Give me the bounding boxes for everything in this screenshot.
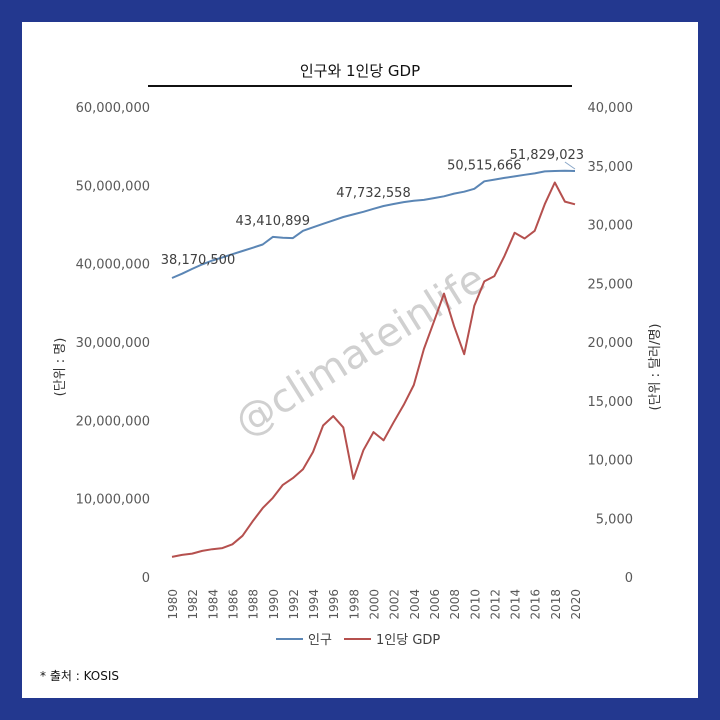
legend-population-label: 인구 [308, 633, 332, 648]
source-note: * 출처 : KOSIS [40, 669, 119, 683]
right-axis-tick-label: 30,000 [588, 219, 634, 234]
x-tick-label: 2004 [408, 589, 422, 620]
x-tick-label: 1990 [267, 589, 281, 620]
left-axis-tick-label: 20,000,000 [76, 414, 150, 429]
x-tick-label: 2014 [509, 589, 523, 620]
x-tick-label: 1992 [287, 589, 301, 620]
right-axis-tick-label: 0 [625, 571, 633, 586]
chart-card: 인구와 1인당 GDP @climateinlife 0 10,000,000 20,… [22, 22, 698, 698]
left-axis-tick-label: 50,000,000 [76, 179, 150, 194]
population-data-label: 47,732,558 [336, 186, 410, 201]
title-underline [148, 85, 572, 87]
right-axis-tick-label: 25,000 [588, 277, 634, 292]
watermark-text: @climateinlife [227, 256, 493, 446]
x-tick-label: 1996 [327, 589, 341, 620]
left-axis-tick-label: 0 [142, 571, 150, 586]
x-tick-label: 1988 [247, 589, 261, 620]
x-tick-label: 2012 [488, 589, 502, 620]
right-axis-tick-label: 35,000 [588, 160, 634, 175]
x-tick-label: 2016 [529, 589, 543, 620]
population-line [171, 169, 576, 279]
right-axis-title: (단위 : 달러/명) [648, 324, 663, 411]
population-data-label: 43,410,899 [236, 214, 310, 229]
population-data-label: 51,829,023 [510, 148, 584, 163]
left-axis-tick-label: 60,000,000 [76, 101, 150, 116]
x-tick-label: 2020 [569, 589, 583, 620]
legend-gdp-label: 1인당 GDP [376, 633, 440, 648]
x-tick-label: 2008 [448, 589, 462, 620]
left-axis-tick-label: 40,000,000 [76, 258, 150, 273]
right-axis-tick-label: 5,000 [596, 512, 633, 527]
left-axis-title: (단위 : 명) [53, 338, 68, 397]
left-axis-tick-label: 10,000,000 [76, 493, 150, 508]
x-tick-label: 1984 [206, 589, 220, 620]
x-tick-label: 2018 [549, 589, 563, 620]
right-axis-tick-label: 15,000 [588, 395, 634, 410]
x-tick-label: 2002 [388, 589, 402, 620]
right-axis-tick-label: 40,000 [588, 101, 634, 116]
x-tick-label: 1982 [186, 589, 200, 620]
x-tick-label: 2010 [468, 589, 482, 620]
x-tick-label: 2006 [428, 589, 442, 620]
left-axis-tick-label: 30,000,000 [76, 336, 150, 351]
chart-canvas: @climateinlife 0 10,000,000 20,000,000 30,00… [53, 101, 663, 648]
x-tick-label: 1994 [307, 589, 321, 620]
x-tick-label: 1980 [166, 589, 180, 620]
chart-title: 인구와 1인당 GDP [299, 62, 421, 80]
gdp-per-capita-line [171, 181, 576, 558]
x-tick-label: 1998 [347, 589, 361, 620]
population-data-label: 38,170,500 [161, 253, 235, 268]
x-tick-label: 1986 [226, 589, 240, 620]
data-label-leader [564, 161, 576, 170]
x-tick-label: 2000 [368, 589, 382, 620]
right-axis-tick-label: 20,000 [588, 336, 634, 351]
population-data-label: 50,515,666 [447, 158, 521, 173]
right-axis-tick-label: 10,000 [588, 454, 634, 469]
